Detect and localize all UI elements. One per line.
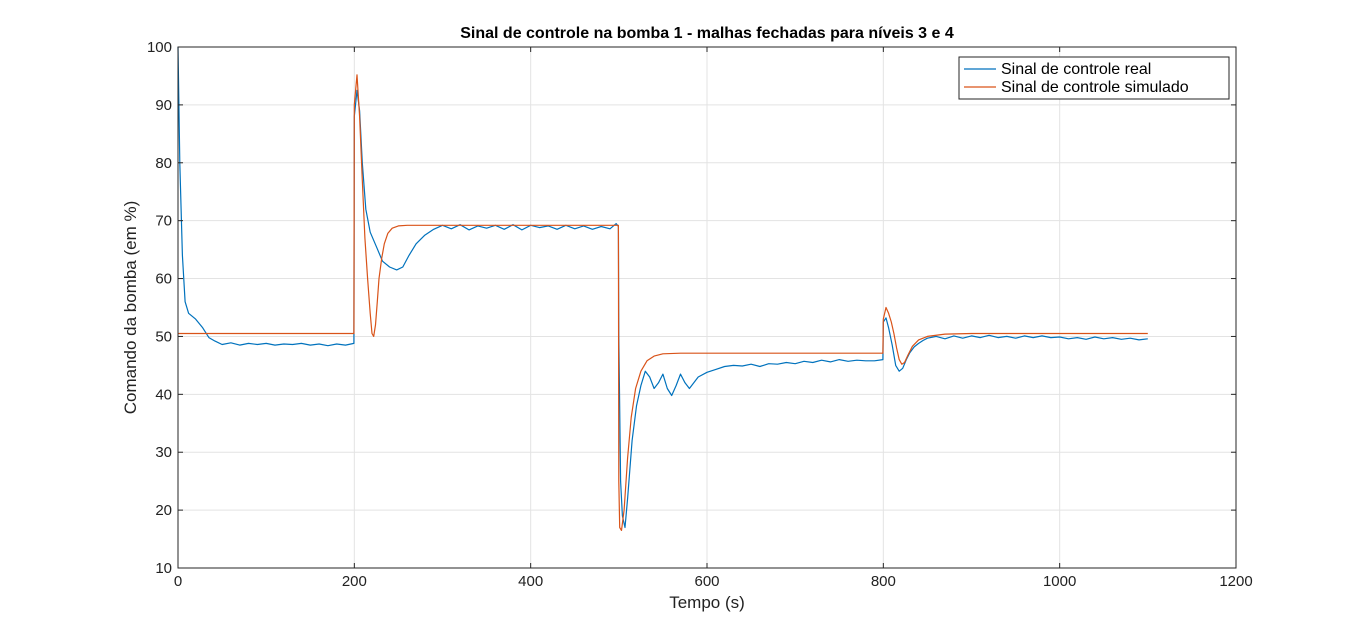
x-tick-label: 1200 bbox=[1219, 573, 1252, 590]
y-tick-label: 90 bbox=[155, 97, 172, 114]
y-tick-label: 40 bbox=[155, 386, 172, 403]
x-tick-label: 400 bbox=[518, 573, 543, 590]
y-tick-label: 60 bbox=[155, 271, 172, 288]
y-tick-label: 80 bbox=[155, 155, 172, 172]
x-tick-label: 200 bbox=[342, 573, 367, 590]
y-tick-label: 70 bbox=[155, 213, 172, 230]
y-tick-label: 50 bbox=[155, 328, 172, 345]
y-axis-label: Comando da bomba (em %) bbox=[121, 201, 140, 415]
y-tick-label: 20 bbox=[155, 502, 172, 519]
y-tick-label: 10 bbox=[155, 560, 172, 577]
y-tick-label: 30 bbox=[155, 444, 172, 461]
series-line-simulado bbox=[178, 74, 1148, 532]
series-line-real bbox=[177, 46, 1148, 529]
x-tick-label: 800 bbox=[871, 573, 896, 590]
chart-title: Sinal de controle na bomba 1 - malhas fe… bbox=[460, 25, 954, 42]
legend-entry-real: Sinal de controle real bbox=[1001, 61, 1151, 78]
x-tick-label: 600 bbox=[694, 573, 719, 590]
legend-entry-simulado: Sinal de controle simulado bbox=[1001, 79, 1189, 96]
y-tick-label: 100 bbox=[147, 39, 172, 56]
x-tick-label: 0 bbox=[174, 573, 182, 590]
plot-area bbox=[177, 46, 1148, 532]
legend-box bbox=[958, 56, 1230, 100]
x-axis-label: Tempo (s) bbox=[669, 593, 745, 612]
ticks: 0 200 400 600 800 1000 1200 10 20 30 40 50 60 70 80 90 1… bbox=[147, 39, 1253, 590]
x-tick-label: 1000 bbox=[1043, 573, 1076, 590]
legend: Sinal de controle real Sinal de controle… bbox=[958, 56, 1230, 100]
